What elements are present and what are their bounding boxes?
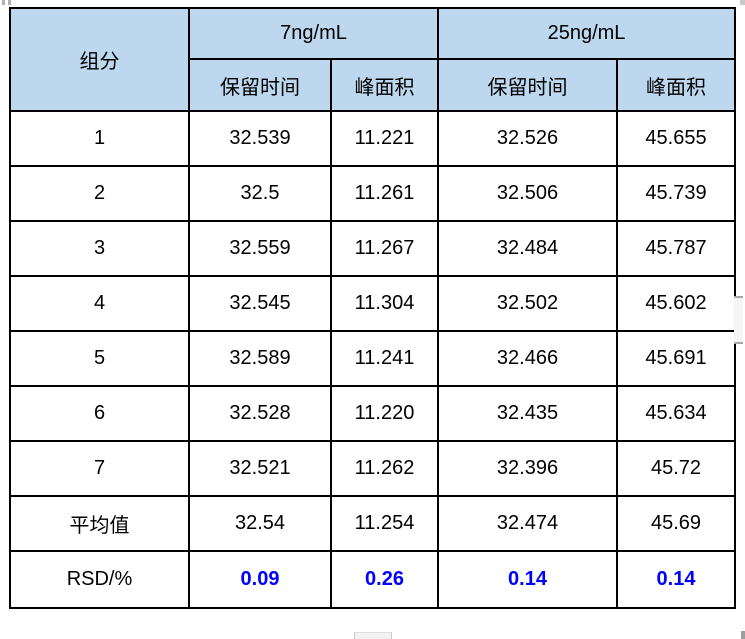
value-cell: 11.304 — [330, 275, 439, 332]
table-row: 5 32.589 11.241 32.466 45.691 — [9, 330, 736, 387]
value-cell: 32.526 — [437, 110, 618, 167]
value-cell: 32.5 — [188, 165, 332, 222]
bottom-right-corner-fragment — [741, 631, 745, 639]
table-row: 4 32.545 11.304 32.502 45.602 — [9, 275, 736, 332]
col-header-retention-time-25ng: 保留时间 — [437, 58, 618, 112]
value-cell: 32.466 — [437, 330, 618, 387]
value-cell: 32.559 — [188, 220, 332, 277]
results-table: 组分 7ng/mL 25ng/mL 保留时间 峰面积 保留时间 峰面积 1 32.… — [9, 7, 736, 609]
col-group-25ng: 25ng/mL — [437, 7, 736, 60]
col-header-peak-area-25ng: 峰面积 — [616, 58, 736, 112]
value-cell: 11.221 — [330, 110, 439, 167]
value-cell: 32.528 — [188, 385, 332, 442]
table-move-handle-icon[interactable] — [1, 0, 13, 6]
table-row: RSD/% 0.09 0.26 0.14 0.14 — [9, 550, 736, 609]
value-cell: 45.72 — [616, 440, 736, 497]
value-cell: 32.506 — [437, 165, 618, 222]
value-cell: 32.521 — [188, 440, 332, 497]
table-row: 1 32.539 11.221 32.526 45.655 — [9, 110, 736, 167]
horizontal-scrollbar-fragment[interactable] — [354, 632, 392, 639]
value-cell: 0.14 — [437, 550, 618, 609]
table-row: 3 32.559 11.267 32.484 45.787 — [9, 220, 736, 277]
value-cell: 32.435 — [437, 385, 618, 442]
row-label-cell: 7 — [9, 440, 190, 497]
value-cell: 32.396 — [437, 440, 618, 497]
value-cell: 32.589 — [188, 330, 332, 387]
col-group-7ng: 7ng/mL — [188, 7, 439, 60]
row-label-cell: 5 — [9, 330, 190, 387]
value-cell: 11.262 — [330, 440, 439, 497]
value-cell: 11.261 — [330, 165, 439, 222]
handle-stroke — [2, 0, 5, 5]
value-cell: 11.241 — [330, 330, 439, 387]
value-cell: 45.634 — [616, 385, 736, 442]
handle-stroke — [8, 0, 11, 5]
value-cell: 32.545 — [188, 275, 332, 332]
value-cell: 0.14 — [616, 550, 736, 609]
value-cell: 0.26 — [330, 550, 439, 609]
row-label-cell: 2 — [9, 165, 190, 222]
value-cell: 11.220 — [330, 385, 439, 442]
table-row: 2 32.5 11.261 32.506 45.739 — [9, 165, 736, 222]
value-cell: 45.655 — [616, 110, 736, 167]
table-body: 1 32.539 11.221 32.526 45.655 2 32.5 11.261 32.5… — [9, 110, 736, 609]
value-cell: 32.474 — [437, 495, 618, 552]
row-label-cell: 3 — [9, 220, 190, 277]
col-header-component: 组分 — [9, 7, 190, 112]
value-cell: 11.254 — [330, 495, 439, 552]
value-cell: 32.502 — [437, 275, 618, 332]
value-cell: 0.09 — [188, 550, 332, 609]
col-header-peak-area-7ng: 峰面积 — [330, 58, 439, 112]
table-row: 7 32.521 11.262 32.396 45.72 — [9, 440, 736, 497]
table-row: 6 32.528 11.220 32.435 45.634 — [9, 385, 736, 442]
header-row-subcolumns: 保留时间 峰面积 保留时间 峰面积 — [10, 58, 736, 112]
value-cell: 32.54 — [188, 495, 332, 552]
vertical-scrollbar-thumb[interactable] — [734, 296, 743, 344]
col-header-retention-time-7ng: 保留时间 — [188, 58, 332, 112]
row-label-cell: 4 — [9, 275, 190, 332]
value-cell: 45.69 — [616, 495, 736, 552]
header-row-groups: 组分 7ng/mL 25ng/mL — [9, 7, 736, 112]
value-cell: 32.484 — [437, 220, 618, 277]
table-row: 平均值 32.54 11.254 32.474 45.69 — [9, 495, 736, 552]
value-cell: 45.691 — [616, 330, 736, 387]
row-label-cell: 平均值 — [9, 495, 190, 552]
value-cell: 11.267 — [330, 220, 439, 277]
value-cell: 32.539 — [188, 110, 332, 167]
value-cell: 45.787 — [616, 220, 736, 277]
row-label-cell: 6 — [9, 385, 190, 442]
row-label-cell: 1 — [9, 110, 190, 167]
scrollbar-track-fragment — [740, 0, 745, 5]
row-label-cell: RSD/% — [9, 550, 190, 609]
table-header: 组分 7ng/mL 25ng/mL 保留时间 峰面积 保留时间 峰面积 — [9, 7, 736, 112]
value-cell: 45.602 — [616, 275, 736, 332]
value-cell: 45.739 — [616, 165, 736, 222]
